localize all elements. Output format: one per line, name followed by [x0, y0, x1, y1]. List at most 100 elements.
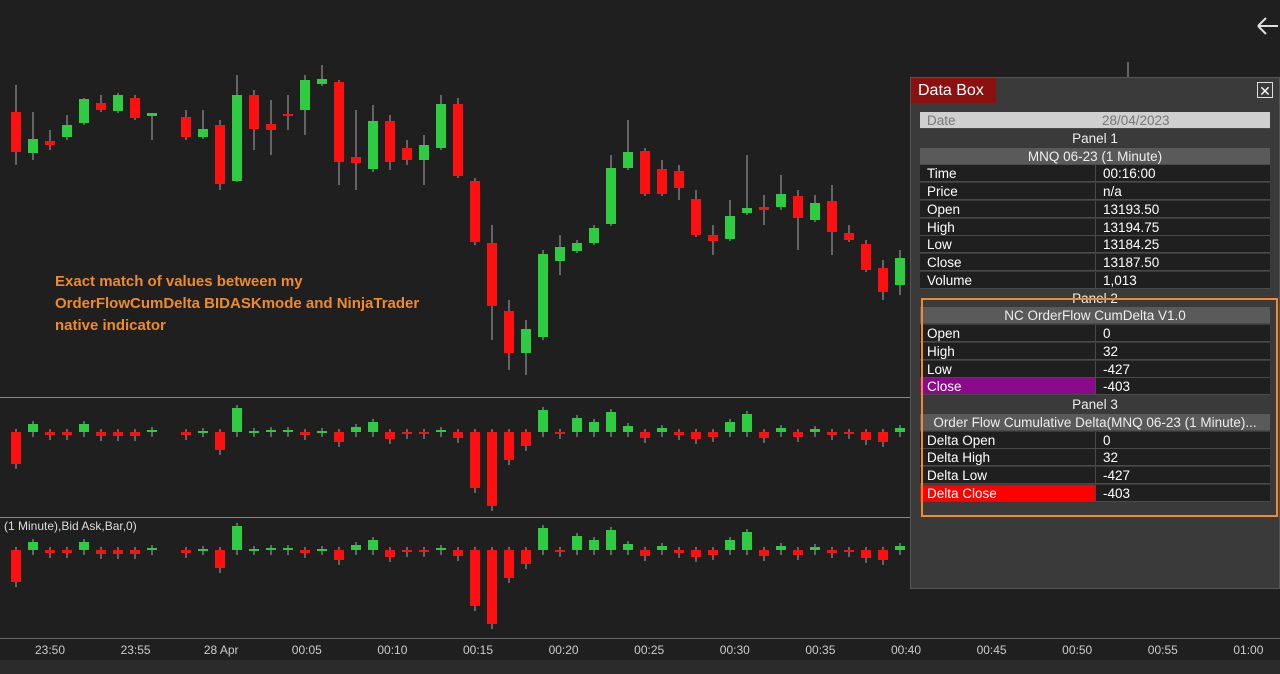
row-label: Close: [920, 378, 1095, 396]
candle: [640, 151, 650, 194]
delta-bar: [79, 542, 89, 550]
candle: [844, 233, 854, 240]
delta-bar: [878, 432, 888, 442]
data-row: Delta Low -427: [920, 467, 1270, 484]
data-row: Delta Open 0: [920, 431, 1270, 449]
candle: [385, 121, 395, 162]
delta-bar: [470, 432, 480, 488]
delta-bar: [79, 424, 89, 432]
delta-bar: [538, 528, 548, 550]
delta-bar: [385, 432, 395, 439]
delta-bar: [453, 550, 463, 556]
delta-bar: [249, 431, 259, 433]
delta-bar: [300, 550, 310, 553]
candle: [368, 121, 378, 169]
delta-bar: [317, 549, 327, 551]
panel-header-row: Order Flow Cumulative Delta(MNQ 06-23 (1…: [920, 413, 1270, 431]
data-row: High 32: [920, 342, 1270, 360]
row-value: 13194.75: [1095, 218, 1270, 236]
delta-bar: [742, 532, 752, 550]
panel-title: Panel 1: [1072, 130, 1118, 146]
candle: [232, 95, 242, 181]
delta-bar: [640, 432, 650, 438]
candle: [810, 203, 820, 220]
delta-bar: [130, 550, 140, 554]
x-tick-label: 00:50: [1062, 643, 1092, 657]
delta-bar: [215, 550, 225, 568]
delta-bar: [674, 550, 684, 553]
close-button[interactable]: ✕: [1257, 82, 1273, 99]
delta-bar: [198, 431, 208, 433]
candle: [147, 113, 157, 116]
delta-bar: [538, 410, 548, 432]
candle: [742, 208, 752, 213]
delta-bar: [45, 550, 55, 553]
delta-bar: [878, 550, 888, 560]
candle: [402, 148, 412, 160]
candle: [895, 258, 905, 285]
candle: [436, 104, 446, 148]
delta-bar: [181, 550, 191, 553]
panel-header: Order Flow Cumulative Delta(MNQ 06-23 (1…: [920, 413, 1270, 431]
delta-bar: [385, 550, 395, 557]
panel-title-row: Panel 3: [920, 396, 1270, 413]
delta-bar: [555, 432, 565, 434]
scroll-bar[interactable]: [0, 660, 1280, 674]
candle: [504, 311, 514, 353]
delta-bar: [249, 549, 259, 551]
x-tick-label: 28 Apr: [204, 643, 239, 657]
delta-bar: [334, 432, 344, 442]
row-label: Close: [920, 254, 1095, 271]
delta-bar: [317, 431, 327, 433]
candle: [606, 168, 616, 224]
highlight-frame: [921, 298, 1278, 517]
delta-bar: [691, 550, 701, 557]
delta-bar: [181, 432, 191, 435]
back-arrow[interactable]: [1257, 17, 1278, 35]
row-value: -427: [1095, 360, 1270, 378]
row-value: -427: [1095, 467, 1270, 484]
delta-bar: [453, 432, 463, 438]
candle: [79, 99, 89, 123]
data-row: Price n/a: [920, 183, 1270, 200]
delta-bar: [232, 526, 242, 550]
delta-bar: [895, 546, 905, 550]
candle: [861, 244, 871, 270]
delta-bar: [810, 429, 820, 432]
data-row: Open 13193.50: [920, 200, 1270, 218]
delta-bar: [402, 550, 412, 552]
delta-bar: [759, 550, 769, 556]
delta-bar: [521, 432, 531, 446]
data-row: Low -427: [920, 360, 1270, 378]
annotation: Exact match of values between my: [55, 273, 303, 290]
candle: [317, 79, 327, 84]
row-value: -403: [1095, 484, 1270, 502]
date-label: Date: [920, 112, 1095, 129]
candle: [130, 98, 140, 118]
data-row: Time 00:16:00: [920, 165, 1270, 183]
row-label: Price: [920, 183, 1095, 200]
candle: [300, 80, 310, 110]
row-label: Open: [920, 325, 1095, 342]
delta-bar: [657, 428, 667, 432]
data-row: Low 13184.25: [920, 236, 1270, 254]
row-value: 1,013: [1095, 271, 1270, 289]
candle: [708, 235, 718, 241]
delta-bar: [776, 546, 786, 550]
candle: [283, 114, 293, 116]
date-row: Date 28/04/2023: [920, 112, 1270, 129]
delta-bar: [504, 432, 514, 460]
x-tick-label: 00:40: [891, 643, 921, 657]
delta-bar: [810, 547, 820, 550]
row-label: Volume: [920, 271, 1095, 289]
row-value: 00:16:00: [1095, 165, 1270, 183]
delta-bar: [793, 432, 803, 437]
row-label: High: [920, 342, 1095, 360]
row-value: n/a: [1095, 183, 1270, 200]
x-tick-label: 00:35: [805, 643, 835, 657]
candle: [351, 157, 361, 163]
delta-bar: [215, 432, 225, 450]
delta-bar: [96, 432, 106, 436]
